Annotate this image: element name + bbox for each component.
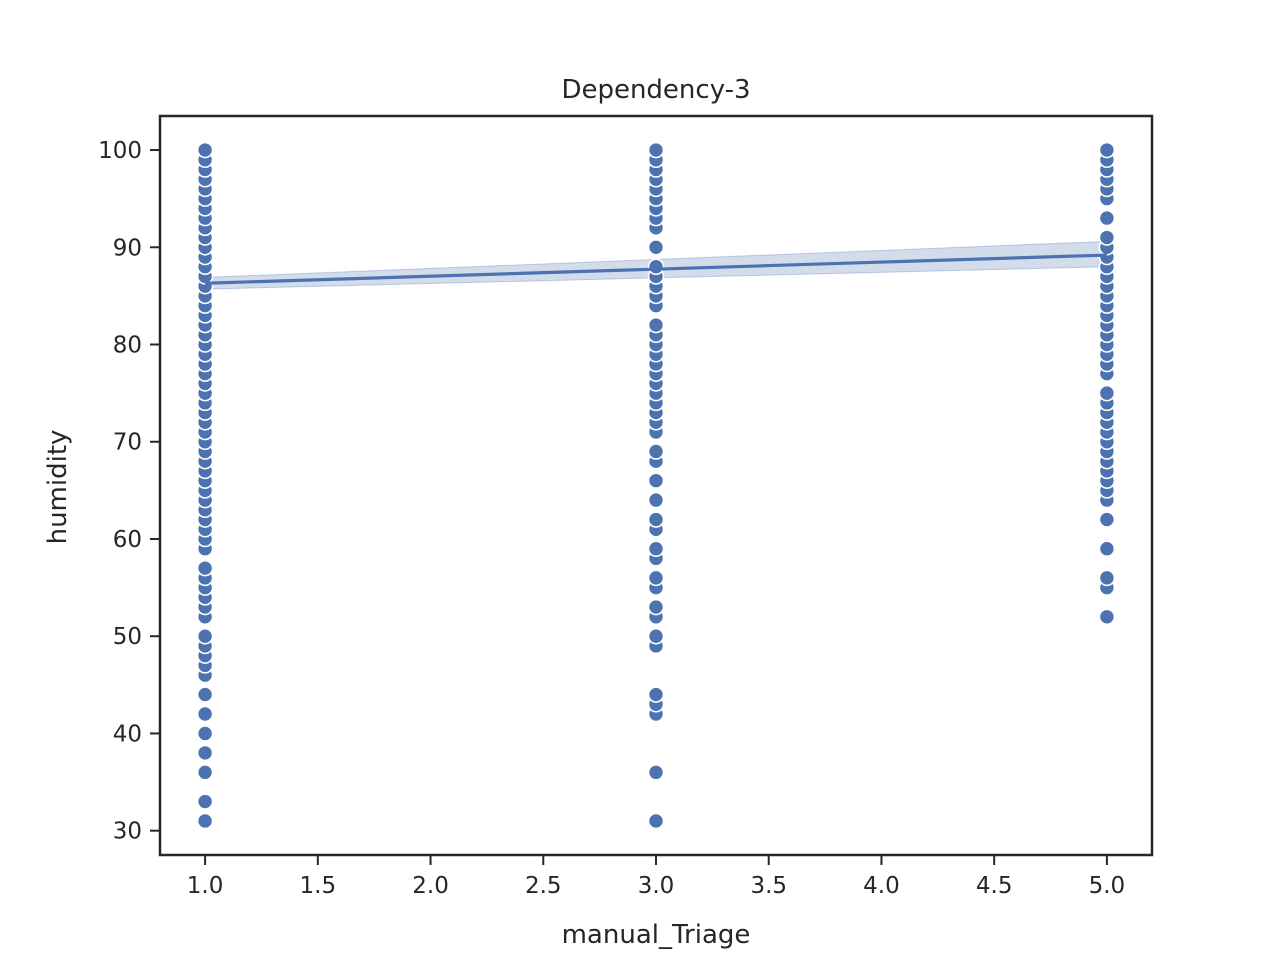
data-point bbox=[196, 744, 214, 762]
x-tick-label: 2.0 bbox=[412, 873, 449, 899]
data-point bbox=[647, 443, 665, 460]
data-point bbox=[196, 725, 214, 742]
y-tick-label: 30 bbox=[113, 819, 142, 845]
data-point bbox=[196, 559, 214, 577]
data-point bbox=[647, 686, 665, 703]
data-point bbox=[647, 141, 665, 159]
data-point bbox=[1098, 229, 1116, 246]
data-point bbox=[196, 627, 214, 645]
x-tick-label: 1.0 bbox=[187, 873, 224, 899]
y-tick-label: 80 bbox=[113, 333, 142, 359]
data-point bbox=[647, 569, 665, 587]
data-point bbox=[1098, 141, 1116, 159]
data-point bbox=[647, 540, 665, 558]
data-point bbox=[1098, 209, 1116, 227]
plot-area bbox=[196, 141, 1116, 830]
data-point bbox=[196, 705, 214, 723]
data-point bbox=[196, 793, 214, 810]
data-point bbox=[647, 472, 665, 489]
x-tick-label: 4.5 bbox=[976, 873, 1013, 899]
y-tick-label: 100 bbox=[98, 138, 142, 164]
data-point bbox=[196, 686, 214, 703]
x-axis: 1.0 1.5 2.0 2.5 3.0 3.5 4.0 4.5 5.0 bbox=[187, 855, 1125, 899]
data-point bbox=[647, 511, 665, 528]
data-point bbox=[1098, 511, 1116, 528]
y-tick-label: 50 bbox=[113, 624, 142, 650]
x-tick-label: 3.0 bbox=[638, 873, 675, 899]
data-point bbox=[647, 258, 665, 276]
x-tick-label: 3.5 bbox=[750, 873, 787, 899]
data-point bbox=[196, 764, 214, 781]
y-axis: 30 40 50 60 70 80 90 100 bbox=[98, 138, 160, 845]
data-point bbox=[647, 316, 665, 334]
data-point bbox=[1098, 569, 1116, 587]
data-point bbox=[1098, 608, 1116, 626]
y-tick-label: 70 bbox=[113, 430, 142, 456]
data-point bbox=[647, 491, 665, 509]
x-axis-label: manual_Triage bbox=[562, 920, 751, 950]
y-axis-label: humidity bbox=[43, 430, 73, 545]
x-tick-label: 4.0 bbox=[863, 873, 900, 899]
chart-title: Dependency-3 bbox=[561, 75, 750, 105]
x-tick-label: 5.0 bbox=[1089, 873, 1126, 899]
data-point bbox=[647, 812, 665, 830]
y-tick-label: 60 bbox=[113, 527, 142, 553]
data-point bbox=[647, 238, 665, 256]
y-tick-label: 40 bbox=[113, 721, 142, 747]
data-point bbox=[647, 598, 665, 616]
data-point bbox=[647, 764, 665, 781]
data-point bbox=[647, 627, 665, 645]
data-point bbox=[1098, 384, 1116, 402]
x-tick-label: 1.5 bbox=[300, 873, 337, 899]
data-point bbox=[1098, 540, 1116, 558]
data-point bbox=[196, 812, 214, 830]
x-tick-label: 2.5 bbox=[525, 873, 562, 899]
y-tick-label: 90 bbox=[113, 235, 142, 261]
regression-line bbox=[205, 253, 1107, 285]
data-point bbox=[196, 141, 214, 159]
